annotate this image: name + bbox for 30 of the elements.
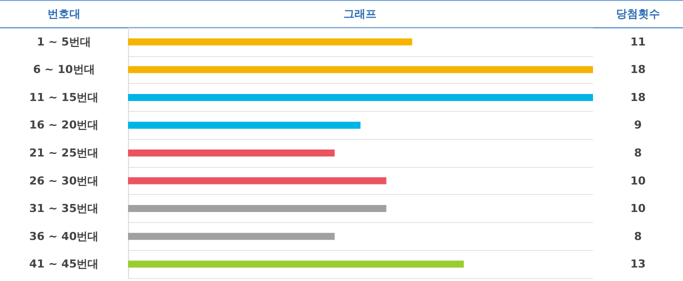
text: 당첨횟수 [616, 8, 660, 20]
y-tick-label: 41 ~ 45번대 [29, 258, 99, 271]
data-label: 9 [634, 118, 642, 132]
y-tick-label: 11 ~ 15번대 [29, 90, 99, 104]
data-label: 10 [630, 174, 646, 188]
bar [128, 177, 386, 184]
bar [128, 66, 593, 74]
data-label: 11 [630, 35, 646, 48]
y-tick-label: 31 ~ 35번대 [29, 202, 99, 216]
data-label: 10 [630, 202, 646, 216]
bar [128, 38, 412, 46]
y-tick-label: 21 ~ 25번대 [29, 146, 99, 160]
y-tick-label: 26 ~ 30번대 [29, 174, 99, 188]
bar [128, 260, 464, 268]
text: 그래프 [344, 8, 376, 20]
y-tick-label: 1 ~ 5번대 [36, 35, 92, 48]
data-label: 18 [630, 90, 646, 104]
y-tick-label: 36 ~ 40번대 [29, 230, 99, 243]
data-label: 13 [630, 258, 646, 271]
bar [128, 232, 335, 240]
data-label: 8 [634, 230, 642, 243]
bar [128, 205, 386, 212]
data-label: 8 [634, 146, 642, 160]
text: 번호대 [48, 8, 80, 20]
data-label: 18 [630, 63, 646, 76]
bar [128, 122, 360, 129]
bar [128, 94, 593, 101]
y-tick-label: 16 ~ 20번대 [29, 118, 99, 132]
bar [128, 150, 335, 156]
y-tick-label: 6 ~ 10번대 [33, 63, 95, 76]
